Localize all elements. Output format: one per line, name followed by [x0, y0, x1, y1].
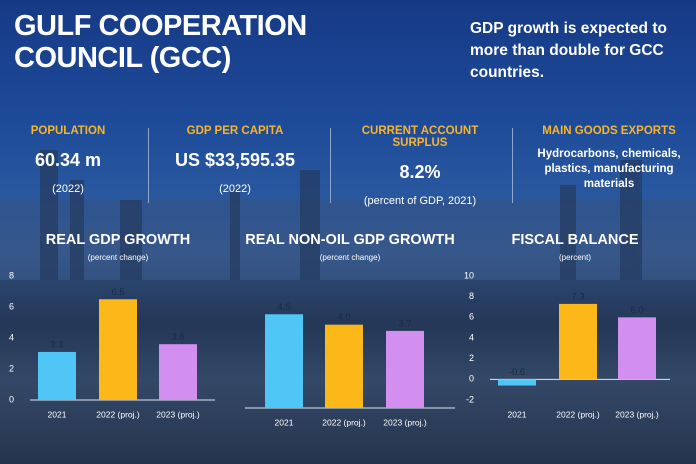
stat-note: (2022): [52, 183, 84, 195]
stat-value: 8.2%: [399, 162, 441, 182]
bar: [159, 344, 197, 400]
x-tick-label: 2021: [275, 417, 294, 427]
stat: GDP PER CAPITA US $33,595.35 (2022): [155, 125, 315, 195]
chart-title: REAL NON-OIL GDP GROWTH: [245, 232, 454, 248]
title: GULF COOPERATION COUNCIL (GCC): [14, 10, 307, 74]
bar: [559, 303, 597, 380]
stat-value: 60.34 m: [34, 150, 102, 170]
y-tick-label: 4: [9, 332, 14, 342]
y-tick-label: 6: [9, 301, 14, 311]
chart-subtitle: (percent change): [320, 253, 381, 262]
value-label: 3.7: [398, 318, 411, 329]
x-tick-label: 2022 (proj.): [556, 409, 600, 419]
y-tick-label: 0: [469, 374, 474, 384]
stat-value: US $33,595.35: [174, 150, 296, 170]
value-label: -0.6: [509, 367, 525, 378]
y-tick-label: 0: [9, 394, 14, 404]
divider: [512, 128, 513, 203]
value-label: 4.0: [337, 312, 350, 323]
y-tick-label: 6: [469, 312, 474, 322]
chart-title: FISCAL BALANCE: [511, 232, 638, 248]
divider: [148, 128, 149, 203]
y-tick-label: 2: [469, 353, 474, 363]
stat-label: GDP PER CAPITA: [186, 125, 284, 137]
bar: [265, 314, 303, 408]
value-label: 4.5: [277, 302, 290, 313]
stat-label: MAIN GOODS EXPORTS: [542, 125, 676, 137]
bar: [498, 379, 536, 386]
y-tick-label: 2: [9, 363, 14, 373]
stat-note: (2022): [219, 183, 251, 195]
value-label: 3.6: [171, 332, 184, 343]
bar: [99, 299, 137, 400]
stat-label: POPULATION: [30, 125, 106, 137]
y-tick-label: 10: [464, 270, 474, 280]
bar: [386, 330, 424, 408]
divider: [330, 128, 331, 203]
value-label: 3.1: [50, 339, 63, 350]
stat: CURRENT ACCOUNT SURPLUS 8.2% (percent of…: [335, 125, 505, 207]
value-label: 6.0: [630, 305, 643, 316]
y-tick-label: -2: [466, 394, 474, 404]
x-tick-label: 2023 (proj.): [156, 409, 200, 419]
y-tick-label: 4: [469, 332, 474, 342]
tagline: GDP growth is expected to more than doub…: [470, 20, 667, 81]
x-tick-label: 2021: [508, 409, 527, 419]
chart-subtitle: (percent): [559, 253, 591, 262]
y-tick-label: 8: [9, 270, 14, 280]
stat: POPULATION 60.34 m (2022): [8, 125, 128, 195]
stat-note: (percent of GDP, 2021): [363, 195, 477, 207]
x-tick-label: 2022 (proj.): [322, 417, 366, 427]
bar: [38, 351, 76, 400]
stat-label: CURRENT ACCOUNT SURPLUS: [361, 125, 479, 149]
bar: [325, 324, 363, 408]
value-label: 7.3: [571, 291, 584, 302]
x-tick-label: 2023 (proj.): [383, 417, 427, 427]
stat: MAIN GOODS EXPORTS Hydrocarbons, chemica…: [525, 125, 693, 192]
x-tick-label: 2022 (proj.): [96, 409, 140, 419]
bar: [618, 317, 656, 380]
y-tick-label: 8: [469, 291, 474, 301]
chart-title: REAL GDP GROWTH: [46, 232, 190, 248]
x-tick-label: 2021: [48, 409, 67, 419]
stat-value: Hydrocarbons, chemicals, plastics, manuf…: [537, 148, 681, 190]
x-tick-label: 2023 (proj.): [615, 409, 659, 419]
chart-subtitle: (percent change): [88, 253, 149, 262]
value-label: 6.5: [111, 287, 124, 298]
